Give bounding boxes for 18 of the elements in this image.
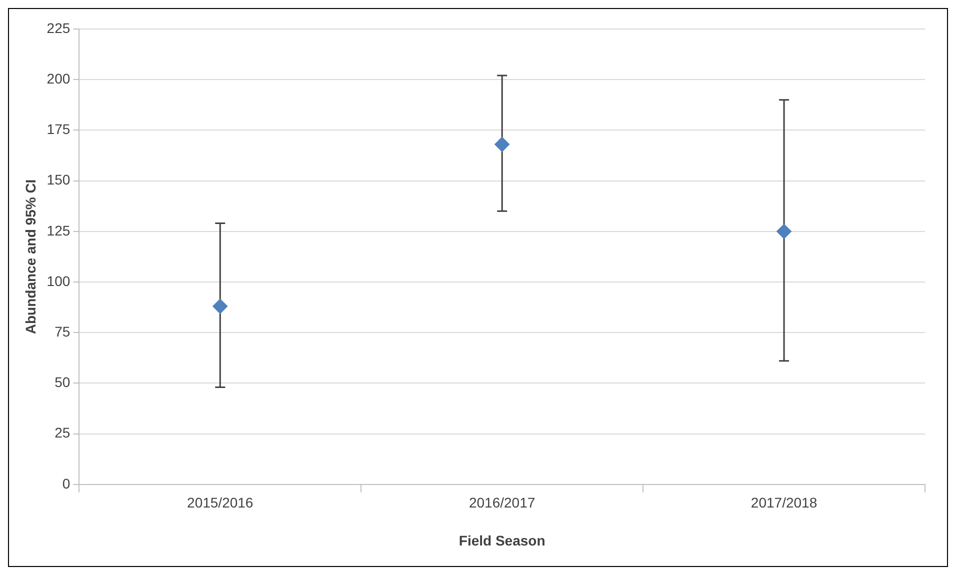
y-tick-label: 225 (46, 20, 70, 36)
y-tick-label: 25 (54, 424, 70, 441)
y-tick-label: 125 (46, 222, 70, 238)
point (494, 136, 510, 152)
x-axis-title: Field Season (458, 532, 546, 548)
y-tick-label: 100 (46, 272, 70, 289)
x-tick-label: 2015/2016 (187, 494, 254, 511)
x-tick-label: 2017/2018 (750, 494, 818, 511)
y-tick-label: 75 (54, 323, 70, 340)
point (212, 298, 228, 314)
y-tick-label: 50 (54, 374, 70, 390)
point (776, 224, 792, 239)
x-tick-label: 2016/2017 (468, 494, 536, 511)
y-tick-label: 175 (46, 121, 70, 138)
y-axis-title: Abundance and 95% CI (22, 179, 38, 334)
y-tick-label: 0 (62, 475, 70, 492)
y-tick-label: 200 (46, 70, 70, 86)
y-tick-label: 150 (46, 172, 70, 188)
